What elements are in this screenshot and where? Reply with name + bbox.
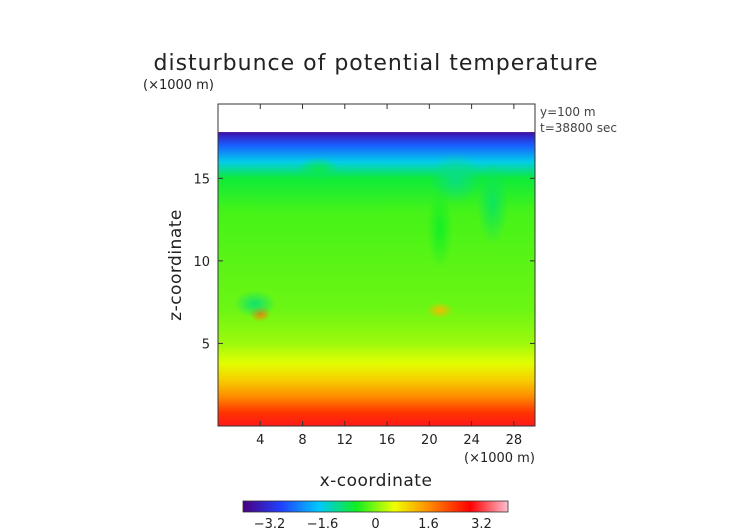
plot-frame <box>217 103 536 427</box>
y-axis-ticks: 5 10 15 <box>193 172 535 352</box>
x-axis-title: x-coordinate <box>320 471 433 491</box>
x-axis-ticks: 4 8 12 16 20 24 28 <box>256 104 522 448</box>
y-tick-label: 15 <box>193 172 210 187</box>
x-tick-label: 8 <box>298 433 306 448</box>
colorbar-tick-label: 0 <box>371 517 379 532</box>
anomaly-1 <box>426 302 454 319</box>
x-tick-label: 20 <box>421 433 438 448</box>
x-tick-label: 12 <box>337 433 354 448</box>
x-tick-label: 4 <box>256 433 264 448</box>
colorbar-tick-label: −3.2 <box>254 517 286 532</box>
x-tick-label: 28 <box>506 433 523 448</box>
y-axis-title: z-coordinate <box>166 209 186 321</box>
y-tick-label: 10 <box>193 255 210 270</box>
x-tick-label: 16 <box>379 433 396 448</box>
colorbar <box>242 500 509 513</box>
annotation-y: y=100 m <box>540 105 596 119</box>
anomaly-6 <box>427 186 453 270</box>
annotation-time: t=38800 sec <box>540 121 617 135</box>
heatmap-field <box>218 132 535 427</box>
anomaly-4 <box>476 161 509 245</box>
colorbar-tick-label: −1.6 <box>307 517 339 532</box>
colorbar-tick-label: 3.2 <box>471 517 492 532</box>
anomaly-2 <box>233 290 277 318</box>
y-tick-label: 5 <box>202 337 210 352</box>
x-tick-label: 24 <box>463 433 480 448</box>
colorbar-tick-label: 1.6 <box>418 517 439 532</box>
y-axis-unit: (×1000 m) <box>143 78 214 93</box>
chart-title: disturbunce of potential temperature <box>154 51 599 76</box>
colorbar-ticks: −3.2 −1.6 0 1.6 3.2 <box>254 517 492 532</box>
anomaly-5 <box>297 156 340 184</box>
x-axis-unit: (×1000 m) <box>464 451 535 466</box>
